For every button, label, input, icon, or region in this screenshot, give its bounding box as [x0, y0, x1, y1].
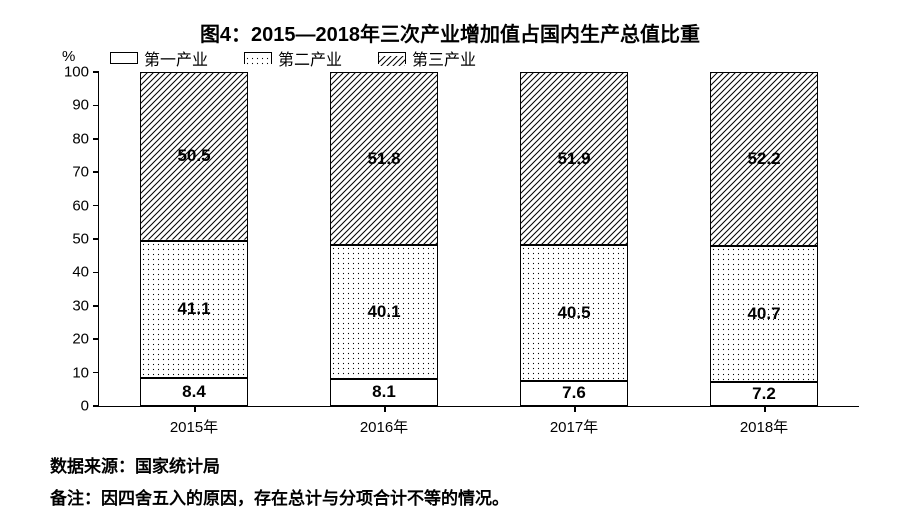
footnote-note: 备注：因四舍五入的原因，存在总计与分项合计不等的情况。 — [50, 484, 509, 509]
legend-label-primary: 第一产业 — [144, 46, 208, 70]
bar-segment-primary: 8.4 — [140, 378, 248, 406]
chart-title: 图4：2015—2018年三次产业增加值占国内生产总值比重 — [0, 18, 900, 47]
y-tick-mark — [93, 205, 99, 207]
bar-segment-secondary: 40.5 — [520, 245, 628, 380]
y-tick-mark — [93, 405, 99, 407]
y-tick-label: 60 — [72, 197, 89, 214]
legend-item-secondary: 第二产业 — [244, 46, 342, 70]
bar-value-label: 51.8 — [367, 149, 400, 169]
x-category-label: 2017年 — [550, 416, 598, 437]
y-tick-label: 80 — [72, 130, 89, 147]
y-tick-label: 100 — [64, 64, 89, 81]
bar-group: 7.2 40.7 52.2 — [710, 72, 818, 406]
bar-segment-secondary: 40.1 — [330, 245, 438, 379]
bar-value-label: 50.5 — [177, 146, 210, 166]
bar-segment-primary: 7.6 — [520, 381, 628, 406]
legend-swatch-tertiary — [378, 52, 406, 64]
y-tick-label: 10 — [72, 364, 89, 381]
y-tick-label: 20 — [72, 331, 89, 348]
bar-group: 8.4 41.1 50.5 — [140, 72, 248, 406]
bar-segment-tertiary: 51.8 — [330, 72, 438, 245]
y-tick-mark — [93, 138, 99, 140]
y-tick-label: 50 — [72, 231, 89, 248]
bar-segment-tertiary: 52.2 — [710, 72, 818, 246]
legend-item-primary: 第一产业 — [110, 46, 208, 70]
y-tick-mark — [93, 305, 99, 307]
y-tick-label: 90 — [72, 97, 89, 114]
bar-segment-primary: 8.1 — [330, 379, 438, 406]
bar-value-label: 51.9 — [557, 149, 590, 169]
legend-item-tertiary: 第三产业 — [378, 46, 476, 70]
x-category-label: 2016年 — [360, 416, 408, 437]
bar-group: 7.6 40.5 51.9 — [520, 72, 628, 406]
y-tick-mark — [93, 171, 99, 173]
legend-label-tertiary: 第三产业 — [412, 46, 476, 70]
y-tick-mark — [93, 338, 99, 340]
legend-swatch-primary — [110, 52, 138, 64]
y-tick-label: 40 — [72, 264, 89, 281]
y-tick-mark — [93, 372, 99, 374]
chart-page: { "chart": { "type": "stacked-bar-percen… — [0, 0, 900, 518]
bar-value-label: 8.1 — [372, 382, 396, 402]
y-tick-mark — [93, 105, 99, 107]
plot-area: 01020304050607080901002015年8.441.150.520… — [98, 72, 859, 407]
legend: 第一产业 第二产业 第三产业 — [110, 46, 476, 70]
legend-label-secondary: 第二产业 — [278, 46, 342, 70]
bar-value-label: 41.1 — [177, 299, 210, 319]
bar-segment-secondary: 41.1 — [140, 241, 248, 378]
legend-swatch-secondary — [244, 52, 272, 64]
bar-segment-primary: 7.2 — [710, 382, 818, 406]
bar-value-label: 7.6 — [562, 383, 586, 403]
bar-segment-tertiary: 50.5 — [140, 72, 248, 241]
bar-value-label: 8.4 — [182, 382, 206, 402]
bar-group: 8.1 40.1 51.8 — [330, 72, 438, 406]
bar-value-label: 7.2 — [752, 384, 776, 404]
y-tick-mark — [93, 272, 99, 274]
bar-segment-secondary: 40.7 — [710, 246, 818, 382]
bar-value-label: 40.1 — [367, 302, 400, 322]
y-tick-label: 0 — [81, 398, 89, 415]
bar-value-label: 40.5 — [557, 303, 590, 323]
bar-segment-tertiary: 51.9 — [520, 72, 628, 245]
x-category-label: 2018年 — [740, 416, 788, 437]
x-category-label: 2015年 — [170, 416, 218, 437]
y-axis-unit: % — [62, 48, 75, 65]
y-tick-mark — [93, 238, 99, 240]
footnote-source: 数据来源：国家统计局 — [50, 452, 220, 477]
y-tick-label: 70 — [72, 164, 89, 181]
bar-value-label: 52.2 — [747, 149, 780, 169]
y-tick-label: 30 — [72, 297, 89, 314]
bar-value-label: 40.7 — [747, 304, 780, 324]
y-tick-mark — [93, 71, 99, 73]
